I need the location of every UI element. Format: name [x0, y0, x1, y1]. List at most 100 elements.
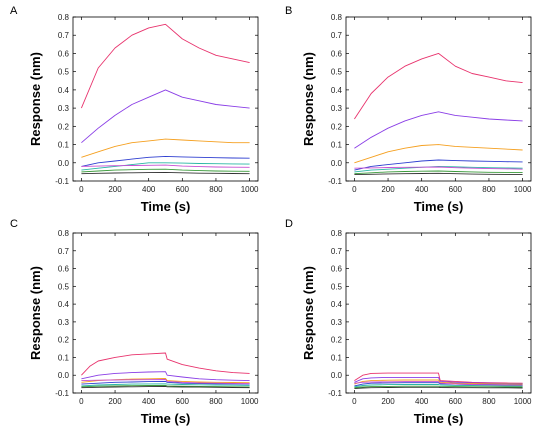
- series-line-6: [354, 166, 523, 170]
- x-tick-label: 200: [381, 397, 395, 406]
- y-tick-label: 0.1: [58, 353, 70, 362]
- y-tick-label: -0.1: [328, 389, 342, 398]
- chart-panel-b: B -0.1 0.0 0.1 0.2 0.3 0.4 0.5 0.6 0.7 0.8 0 200 400 6…: [285, 5, 532, 214]
- y-tick-label: 0.7: [58, 247, 70, 256]
- series-line-6: [81, 379, 250, 385]
- y-tick-label: 0.8: [331, 13, 343, 22]
- y-tick-label: 0.3: [58, 104, 70, 113]
- y-tick-label: 0.6: [331, 49, 343, 58]
- series-line-5: [354, 384, 523, 388]
- series-line-2: [81, 371, 250, 382]
- x-tick-label: 400: [142, 397, 156, 406]
- y-tick-label: 0.6: [58, 265, 70, 274]
- series-line-3: [81, 138, 250, 158]
- x-tick-label: 600: [449, 185, 463, 194]
- y-axis-title: Response (nm): [301, 52, 316, 146]
- y-tick-label: 0.6: [58, 49, 70, 58]
- series-line-8: [354, 172, 523, 176]
- series-line-2: [354, 111, 523, 149]
- x-tick-label: 400: [142, 185, 156, 194]
- x-tick-label: 800: [482, 185, 496, 194]
- plot-frame: [345, 232, 532, 394]
- x-tick-label: 400: [415, 397, 429, 406]
- x-axis-title: Time (s): [414, 199, 464, 214]
- panel-label: A: [10, 5, 18, 17]
- series-line-2: [81, 89, 250, 144]
- y-tick-label: 0.6: [331, 265, 343, 274]
- x-tick-label: 800: [209, 185, 223, 194]
- y-tick-label: 0.0: [331, 159, 343, 168]
- x-tick-label: 1000: [514, 397, 532, 406]
- plot-frame: [345, 16, 532, 182]
- series-line-3: [354, 379, 523, 385]
- x-axis-title: Time (s): [414, 411, 464, 426]
- x-tick-label: 800: [482, 397, 496, 406]
- y-tick-label: 0.4: [58, 86, 70, 95]
- y-axis-title: Response (nm): [28, 52, 43, 146]
- x-tick-label: 200: [381, 185, 395, 194]
- series-line-7: [354, 170, 523, 175]
- y-tick-label: 0.7: [58, 31, 70, 40]
- chart-panel-a: A -0.1 0.0 0.1 0.2 0.3 0.4 0.5 0.6 0.7 0.8 0 200 400 6…: [10, 5, 259, 214]
- y-tick-label: 0.2: [331, 336, 343, 345]
- y-tick-label: 0.4: [331, 300, 343, 309]
- y-tick-label: 0.3: [331, 318, 343, 327]
- panel-label: C: [10, 218, 18, 230]
- series-line-5: [81, 162, 250, 171]
- y-tick-label: 0.8: [58, 229, 70, 238]
- y-tick-label: 0.4: [58, 300, 70, 309]
- x-tick-label: 0: [352, 397, 357, 406]
- y-tick-label: 0.1: [331, 353, 343, 362]
- y-tick-label: 0.5: [58, 282, 70, 291]
- chart-panel-c: C -0.1 0.0 0.1 0.2 0.3 0.4 0.5 0.6 0.7 0.8 0 200 400 6…: [10, 218, 259, 426]
- series-line-5: [81, 383, 250, 387]
- y-tick-label: 0.5: [331, 68, 343, 77]
- x-tick-label: 0: [79, 397, 84, 406]
- x-axis-title: Time (s): [141, 411, 191, 426]
- y-tick-label: 0.8: [58, 13, 70, 22]
- panel-label: B: [285, 5, 292, 17]
- x-tick-label: 600: [176, 185, 190, 194]
- series-line-4: [81, 155, 250, 167]
- y-tick-label: 0.0: [58, 371, 70, 380]
- series-line-7: [354, 385, 523, 389]
- y-tick-label: 0.3: [58, 318, 70, 327]
- chart-panel-d: D -0.1 0.0 0.1 0.2 0.3 0.4 0.5 0.6 0.7 0.8 0 200 400 6…: [285, 218, 532, 426]
- panel-label: D: [285, 218, 293, 230]
- y-tick-label: 0.1: [331, 141, 343, 150]
- plot-frame: [72, 16, 259, 182]
- series-line-6: [81, 164, 250, 168]
- x-tick-label: 200: [108, 397, 122, 406]
- series-line-8: [81, 385, 250, 389]
- x-tick-label: 1000: [514, 185, 532, 194]
- series-line-1: [354, 52, 523, 120]
- y-tick-label: -0.1: [55, 389, 69, 398]
- y-tick-label: 0.3: [331, 104, 343, 113]
- series-line-1: [80, 23, 250, 109]
- x-tick-label: 400: [415, 185, 429, 194]
- y-tick-label: 0.4: [331, 86, 343, 95]
- y-tick-label: 0.5: [331, 282, 343, 291]
- y-tick-label: 0.2: [58, 336, 70, 345]
- y-axis-title: Response (nm): [301, 266, 316, 360]
- series-line-4: [81, 380, 250, 385]
- x-tick-label: 600: [449, 397, 463, 406]
- series-line-8: [81, 171, 250, 175]
- series-line-8: [354, 386, 523, 390]
- y-tick-label: 0.2: [331, 122, 343, 131]
- x-tick-label: 200: [108, 185, 122, 194]
- y-tick-label: 0.7: [331, 247, 343, 256]
- y-tick-label: 0.2: [58, 122, 70, 131]
- y-tick-label: 0.1: [58, 141, 70, 150]
- y-tick-label: 0.8: [331, 229, 343, 238]
- series-line-2: [354, 376, 523, 385]
- series-line-4: [354, 159, 523, 171]
- series-line-7: [81, 384, 250, 388]
- y-axis-title: Response (nm): [28, 266, 43, 360]
- y-tick-label: 0.0: [331, 371, 343, 380]
- y-tick-label: -0.1: [55, 177, 69, 186]
- plot-frame: [72, 232, 259, 394]
- x-tick-label: 0: [352, 185, 357, 194]
- y-tick-label: 0.5: [58, 68, 70, 77]
